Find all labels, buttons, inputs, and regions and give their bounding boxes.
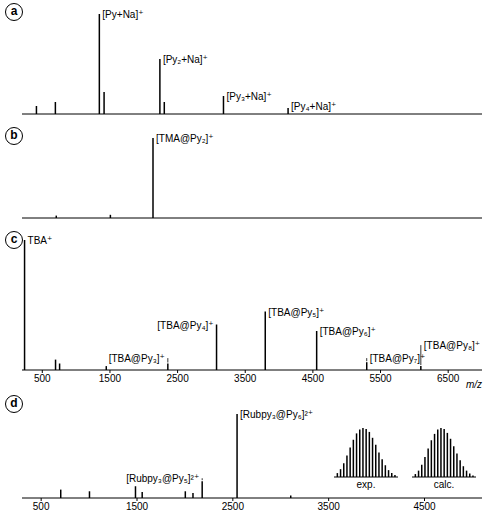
- svg-text:[Py+Na]⁺: [Py+Na]⁺: [102, 9, 143, 20]
- svg-text:[TBA@Py₃]⁺: [TBA@Py₃]⁺: [109, 353, 165, 364]
- svg-text:6500: 6500: [437, 373, 460, 384]
- svg-text:500: 500: [33, 501, 50, 512]
- svg-text:[TBA@Py₆]⁺: [TBA@Py₆]⁺: [320, 326, 376, 337]
- svg-text:500: 500: [34, 373, 51, 384]
- svg-text:[Rubpy₃@Py₆]²⁺: [Rubpy₃@Py₆]²⁺: [240, 409, 313, 420]
- html-text:d: d: [10, 396, 18, 410]
- svg-text:2500: 2500: [166, 373, 189, 384]
- html-text:exp.: exp.: [356, 479, 376, 490]
- svg-text:[TBA@Py₇]⁺: [TBA@Py₇]⁺: [370, 353, 426, 364]
- svg-text:[Py₄+Na]⁺: [Py₄+Na]⁺: [291, 101, 336, 112]
- html-text:a: a: [10, 4, 18, 18]
- svg-text:[TBA@Py₄]⁺: [TBA@Py₄]⁺: [157, 320, 213, 331]
- svg-text:4500: 4500: [302, 373, 325, 384]
- svg-text:[TBA@Py₅]⁺: [TBA@Py₅]⁺: [268, 307, 324, 318]
- svg-text:3500: 3500: [318, 501, 341, 512]
- svg-text:[TMA@Py₂]⁺: [TMA@Py₂]⁺: [156, 133, 214, 144]
- svg-text:5500: 5500: [369, 373, 392, 384]
- svg-text:1500: 1500: [126, 501, 149, 512]
- svg-text:1500: 1500: [99, 373, 122, 384]
- svg-text:[Py₃+Na]⁺: [Py₃+Na]⁺: [226, 91, 271, 102]
- svg-text:[Py₂+Na]⁺: [Py₂+Na]⁺: [163, 54, 208, 65]
- svg-text:3500: 3500: [234, 373, 257, 384]
- svg-text:4500: 4500: [413, 501, 436, 512]
- html-text:c: c: [10, 232, 18, 246]
- svg-text:m/z: m/z: [466, 379, 482, 388]
- html-text:calc.: calc.: [433, 479, 455, 490]
- html-text:b: b: [10, 128, 18, 142]
- svg-text:TBA⁺: TBA⁺: [28, 235, 53, 246]
- svg-text:[Rubpy₃@Py₅]²⁺: [Rubpy₃@Py₅]²⁺: [126, 473, 199, 484]
- svg-text:2500: 2500: [222, 501, 245, 512]
- svg-text:[TBA@Py₈]⁺: [TBA@Py₈]⁺: [424, 340, 480, 351]
